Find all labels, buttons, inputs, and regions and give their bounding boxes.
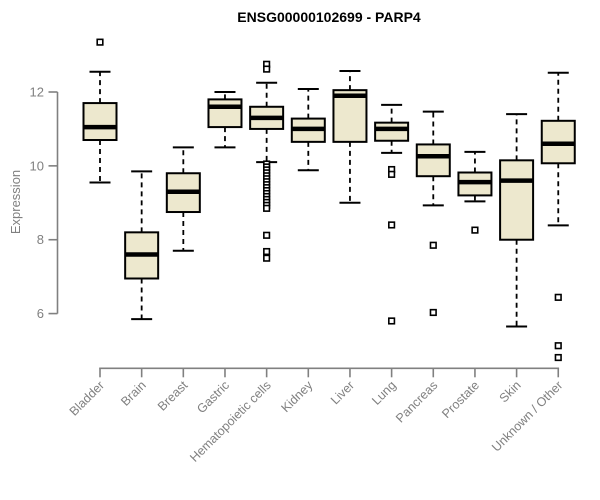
outlier-point: [388, 221, 396, 229]
y-tick-label: 6: [37, 306, 44, 321]
outlier-point: [263, 231, 271, 239]
boxplot-bladder: [82, 38, 118, 184]
boxplot-hematopoietic-cells: [249, 60, 285, 262]
outlier-point: [554, 293, 562, 301]
x-category-label-kidney: Kidney: [278, 378, 315, 415]
x-category-label-bladder: Bladder: [67, 378, 107, 418]
boxplot-gastric: [207, 91, 243, 149]
y-axis-label: Expression: [8, 170, 23, 234]
outlier-point: [471, 226, 479, 234]
outlier-point: [429, 308, 437, 317]
iqr-box: [332, 89, 368, 143]
iqr-box: [82, 102, 118, 142]
iqr-box: [415, 143, 451, 178]
y-tick-label: 12: [30, 85, 44, 100]
x-category-label-breast: Breast: [155, 378, 191, 414]
y-tick-label: 8: [37, 232, 44, 247]
boxplot-kidney: [290, 88, 326, 172]
x-category-label-unknown-other: Unknown / Other: [489, 378, 565, 454]
outlier-point: [263, 65, 271, 73]
boxplot-liver: [332, 69, 368, 204]
boxplot-brain: [124, 170, 160, 321]
boxplots-layer: [82, 38, 576, 362]
iqr-box: [207, 98, 243, 129]
y-tick-label: 10: [30, 158, 44, 173]
outlier-point: [429, 241, 437, 249]
outlier-point: [263, 254, 271, 262]
x-category-label-pancreas: Pancreas: [393, 378, 440, 425]
x-category-label-lung: Lung: [369, 378, 399, 408]
outlier-point: [554, 342, 562, 350]
iqr-box: [499, 159, 535, 241]
x-category-label-brain: Brain: [118, 378, 149, 409]
outlier-point: [554, 353, 562, 362]
boxplot-breast: [165, 146, 201, 252]
x-category-label-gastric: Gastric: [194, 378, 232, 416]
iqr-box: [374, 121, 410, 142]
boxplot-unknown-other: [540, 71, 576, 362]
chart-title: ENSG00000102699 - PARP4: [237, 9, 421, 25]
x-category-label-skin: Skin: [497, 378, 524, 405]
outlier-point: [263, 247, 271, 256]
x-category-label-hematopoietic-cells: Hematopoietic cells: [187, 378, 274, 465]
outlier-point: [388, 170, 396, 178]
boxplot-pancreas: [415, 110, 451, 317]
boxplot-lung: [374, 103, 410, 325]
x-category-label-prostate: Prostate: [439, 378, 482, 421]
boxplot-prostate: [457, 150, 493, 234]
x-category-label-liver: Liver: [328, 378, 357, 407]
outlier-point: [388, 317, 396, 325]
boxplot-skin: [499, 113, 535, 328]
outlier-point: [96, 38, 104, 46]
outlier-point: [263, 204, 271, 212]
